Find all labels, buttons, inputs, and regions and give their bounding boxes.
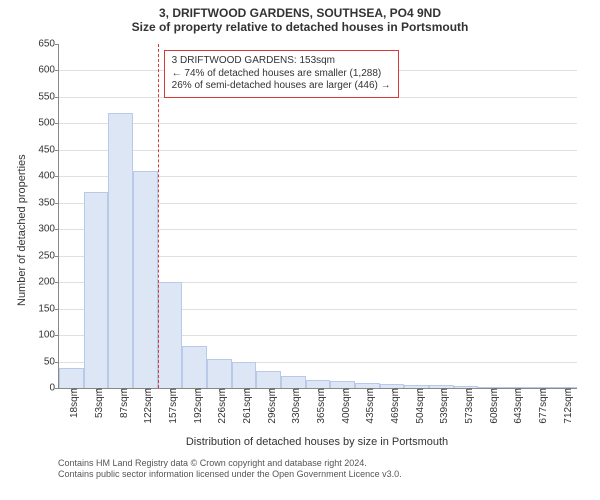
ytick-label: 450 (38, 144, 59, 155)
histogram-bar (306, 380, 331, 388)
xtick-label: 469sqm (388, 388, 401, 424)
xtick-label: 365sqm (314, 388, 327, 424)
xtick-label: 712sqm (561, 388, 574, 424)
xtick-label: 330sqm (289, 388, 302, 424)
histogram-bar (133, 171, 158, 388)
histogram-bar (232, 362, 257, 388)
gridline (59, 150, 577, 151)
xtick-label: 226sqm (215, 388, 228, 424)
histogram-bar (59, 368, 84, 388)
chart-title-line2: Size of property relative to detached ho… (0, 20, 600, 34)
xtick-label: 435sqm (363, 388, 376, 424)
xtick-label: 400sqm (339, 388, 352, 424)
attribution-text: Contains HM Land Registry data © Crown c… (58, 458, 402, 481)
gridline (59, 123, 577, 124)
xtick-label: 677sqm (536, 388, 549, 424)
annotation-line: 26% of semi-detached houses are larger (… (172, 80, 391, 93)
xtick-label: 261sqm (240, 388, 253, 424)
annotation-line: ← 74% of detached houses are smaller (1,… (172, 68, 391, 81)
attribution-line2: Contains public sector information licen… (58, 469, 402, 480)
histogram-bar (330, 381, 355, 388)
xtick-label: 157sqm (166, 388, 179, 424)
annotation-line: 3 DRIFTWOOD GARDENS: 153sqm (172, 55, 391, 68)
histogram-bar (207, 359, 232, 388)
chart-title-line1: 3, DRIFTWOOD GARDENS, SOUTHSEA, PO4 9ND (0, 0, 600, 20)
ytick-label: 100 (38, 330, 59, 341)
histogram-bar (182, 346, 207, 388)
y-axis-label: Number of detached properties (16, 154, 28, 306)
ytick-label: 0 (49, 383, 59, 394)
ytick-label: 400 (38, 171, 59, 182)
xtick-label: 539sqm (437, 388, 450, 424)
ytick-label: 200 (38, 277, 59, 288)
ytick-label: 350 (38, 197, 59, 208)
histogram-bar (256, 371, 281, 388)
xtick-label: 296sqm (265, 388, 278, 424)
x-axis-label: Distribution of detached houses by size … (58, 436, 576, 448)
xtick-label: 87sqm (117, 388, 130, 418)
xtick-label: 608sqm (487, 388, 500, 424)
histogram-bar (84, 192, 109, 388)
xtick-label: 573sqm (462, 388, 475, 424)
chart-plot-area: 0501001502002503003504004505005506006501… (58, 44, 577, 389)
subject-annotation-box: 3 DRIFTWOOD GARDENS: 153sqm← 74% of deta… (164, 50, 399, 98)
attribution-line1: Contains HM Land Registry data © Crown c… (58, 458, 402, 469)
ytick-label: 600 (38, 65, 59, 76)
xtick-label: 122sqm (141, 388, 154, 424)
histogram-bar (281, 376, 306, 388)
ytick-label: 300 (38, 224, 59, 235)
ytick-label: 50 (44, 356, 59, 367)
ytick-label: 550 (38, 91, 59, 102)
subject-marker-line (158, 44, 159, 388)
xtick-label: 18sqm (67, 388, 80, 418)
histogram-bar (108, 113, 133, 388)
xtick-label: 192sqm (191, 388, 204, 424)
ytick-label: 150 (38, 303, 59, 314)
ytick-label: 650 (38, 39, 59, 50)
ytick-label: 500 (38, 118, 59, 129)
xtick-label: 643sqm (511, 388, 524, 424)
xtick-label: 53sqm (92, 388, 105, 418)
xtick-label: 504sqm (413, 388, 426, 424)
ytick-label: 250 (38, 250, 59, 261)
histogram-bar (158, 282, 183, 388)
